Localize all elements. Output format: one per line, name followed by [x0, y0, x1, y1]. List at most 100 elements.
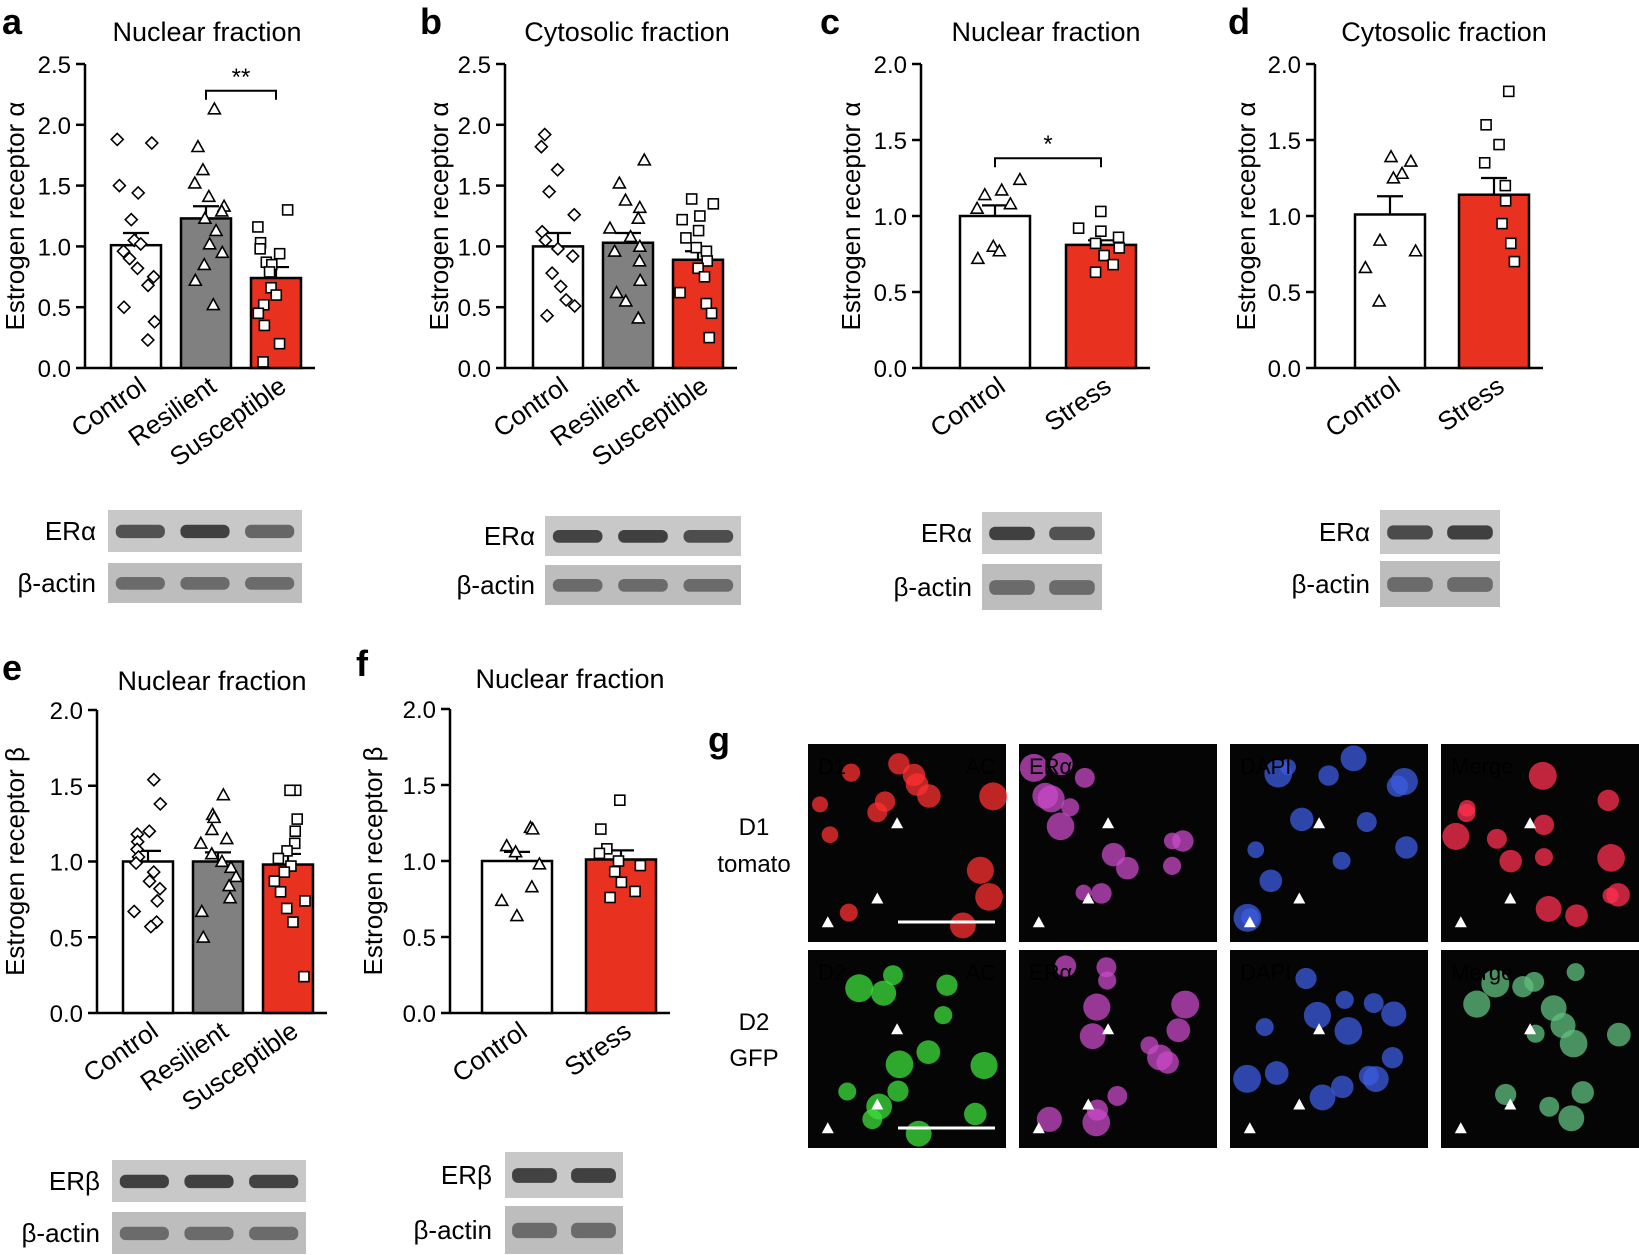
data-point-d-control [1383, 149, 1399, 163]
panel-label-b: b [420, 1, 442, 42]
y-tick-label-f: 2.0 [403, 697, 436, 724]
y-axis-label-d: Estrogen receptor α [1231, 102, 1261, 331]
data-point-a-susceptible [263, 266, 276, 278]
cell-nucleus [1442, 822, 1470, 850]
cell-nucleus [1107, 1086, 1128, 1106]
data-point-e-susceptible [272, 852, 285, 865]
channel-label-merge: Merge [1451, 754, 1513, 779]
data-point-e-susceptible [284, 784, 296, 797]
data-point-a-control [147, 314, 162, 329]
category-label-d-stress: Stress [1432, 370, 1510, 437]
data-point-a-resilient [197, 210, 213, 225]
data-point-f-stress [614, 794, 626, 807]
row-label-d2: D2 [739, 1009, 770, 1036]
cell-nucleus [1318, 765, 1339, 786]
chart-title-b: Cytosolic fraction [524, 17, 730, 47]
arrowhead-icon [1504, 1098, 1517, 1110]
cell-nucleus [1533, 814, 1555, 836]
y-tick-label-e: 0.5 [50, 925, 83, 952]
cell-nucleus [1566, 963, 1585, 982]
data-point-b-susceptible [698, 270, 711, 283]
data-point-c-stress [1107, 258, 1119, 271]
data-point-c-control [985, 238, 1001, 252]
y-tick-label-b: 2.0 [458, 113, 491, 140]
data-point-b-control [537, 127, 552, 142]
data-point-c-stress [1089, 237, 1102, 250]
western-blot-c: ERα β-actin [893, 512, 1102, 610]
data-point-a-resilient [207, 101, 222, 115]
cell-nucleus [1558, 1105, 1585, 1132]
data-point-e-control [146, 864, 161, 880]
data-point-b-control [545, 266, 560, 281]
arrowhead-icon [1082, 1098, 1095, 1110]
arrowhead-icon [1102, 1023, 1115, 1035]
arrowhead-icon [891, 817, 904, 829]
y-tick-label-b: 1.0 [458, 234, 491, 261]
cell-nucleus [1036, 1106, 1062, 1132]
cell-nucleus [1362, 1066, 1389, 1092]
arrowhead-icon [821, 1122, 834, 1134]
channel-label-erα: ERα [1029, 754, 1073, 779]
data-point-a-resilient [190, 139, 206, 153]
data-point-a-susceptible [257, 356, 269, 368]
data-point-e-susceptible [280, 902, 293, 915]
y-tick-label-c: 1.0 [874, 204, 907, 231]
cell-nucleus [934, 1006, 953, 1025]
panel-label-c: c [820, 1, 840, 42]
data-point-f-control [524, 879, 540, 893]
data-point-b-control [567, 207, 582, 222]
cell-nucleus [1331, 1075, 1354, 1099]
cell-nucleus [1233, 1064, 1262, 1093]
y-tick-label-f: 1.0 [403, 849, 436, 876]
cell-nucleus [1166, 1018, 1191, 1043]
cell-nucleus [1499, 849, 1522, 873]
row-label-gfp: GFP [729, 1045, 778, 1072]
data-point-b-susceptible [694, 210, 706, 222]
data-point-d-control [1403, 153, 1419, 167]
data-point-e-resilient [204, 846, 220, 860]
blot-label-f-0: ERβ [441, 1160, 492, 1190]
cell-nucleus [1247, 841, 1265, 859]
arrowhead-icon [871, 892, 884, 904]
y-axis-label-e: Estrogen receptor β [0, 747, 30, 976]
blot-band-a-0-1 [180, 524, 230, 539]
data-point-d-control [1408, 243, 1423, 257]
data-point-e-resilient [228, 869, 244, 883]
bar-c-stress [1064, 243, 1138, 370]
blot-band-b-1-1 [618, 579, 668, 592]
y-axis-label-a: Estrogen receptor α [0, 102, 30, 331]
chart-title-a: Nuclear fraction [112, 17, 301, 47]
data-point-f-control [532, 856, 547, 870]
cell-nucleus [1334, 1017, 1363, 1045]
cell-nucleus [1054, 955, 1077, 977]
cell-nucleus [839, 903, 858, 922]
chart-title-d: Cytosolic fraction [1341, 17, 1547, 47]
significance-bracket-a [205, 89, 277, 100]
channel-label-d2: D2 [818, 960, 846, 985]
data-point-e-control [153, 796, 168, 812]
data-point-e-susceptible [298, 970, 310, 983]
data-point-b-resilient [632, 272, 648, 287]
data-point-b-control [534, 139, 549, 154]
channel-label-merge: Merge [1451, 960, 1513, 985]
western-blot-d: ERα β-actin [1291, 510, 1500, 607]
blot-band-d-0-1 [1447, 525, 1493, 540]
significance-label-a: ** [232, 64, 251, 91]
data-point-b-resilient [623, 229, 638, 243]
data-point-c-control [969, 200, 985, 214]
data-point-c-stress [1095, 205, 1107, 218]
cell-nucleus [1259, 869, 1283, 893]
data-point-a-susceptible [252, 307, 265, 320]
data-point-a-control [112, 178, 127, 193]
data-point-b-susceptible [700, 245, 713, 258]
blot-band-f-0-1 [571, 1168, 616, 1183]
blot-label-d-1: β-actin [1291, 569, 1370, 599]
data-point-d-control [1386, 170, 1401, 184]
data-point-a-resilient [201, 188, 217, 203]
cell-nucleus [821, 826, 839, 844]
data-point-b-susceptible [692, 224, 705, 237]
region-label-ac: AC [965, 754, 996, 779]
cell-nucleus [1309, 1084, 1336, 1111]
cell-nucleus [1606, 883, 1630, 907]
